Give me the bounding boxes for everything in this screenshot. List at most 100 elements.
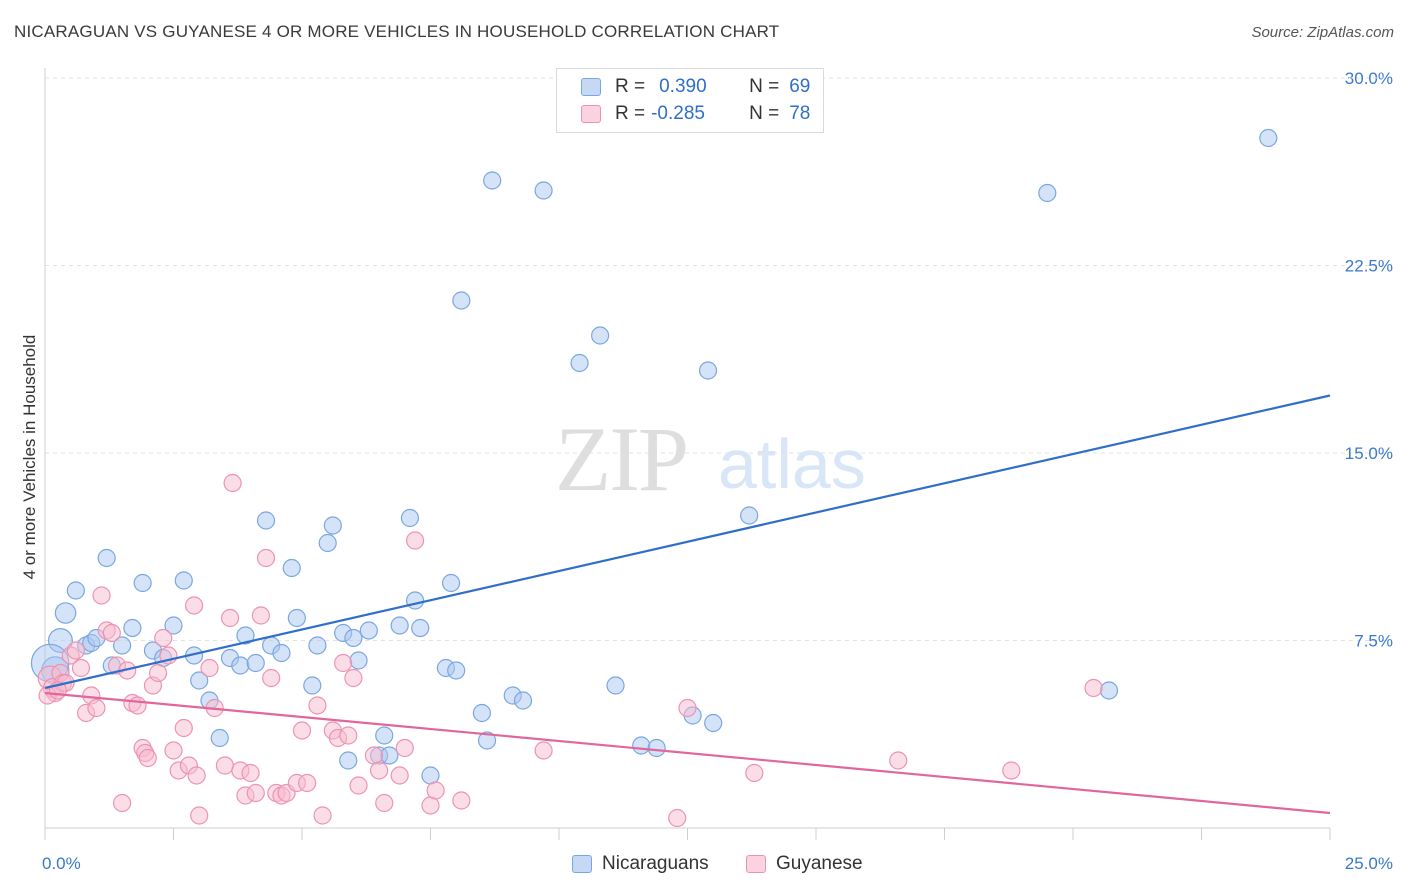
y-tick-label: 7.5% (1354, 632, 1393, 651)
nicaraguan-point (133, 573, 152, 593)
nicaraguan-point (632, 736, 651, 755)
nicaraguan-point (339, 751, 358, 770)
guyanese-point (187, 766, 206, 785)
guyanese-point (246, 783, 265, 803)
nicaraguan-point (97, 548, 116, 568)
nicaraguan-point (287, 608, 306, 628)
guyanese-swatch (746, 855, 766, 873)
nicaraguan-trendline (44, 394, 1331, 690)
nicaraguans-swatch (572, 855, 592, 873)
guyanese-point (292, 721, 312, 740)
nicaraguan-point (282, 558, 301, 578)
guyanese-point (534, 741, 553, 760)
nicaraguan-point (405, 591, 425, 610)
guyanese-point (184, 596, 204, 615)
legend-label: Guyanese (776, 853, 863, 874)
legend-item-guyanese: Guyanese (746, 851, 863, 877)
nicaraguan-point (452, 291, 471, 310)
nicaraguan-point (698, 361, 718, 380)
guyanese-point (223, 473, 242, 493)
nicaraguan-point (308, 636, 327, 655)
guyanese-point (154, 628, 173, 648)
n-value: 69 (789, 76, 811, 97)
nicaraguan-point (441, 573, 461, 593)
watermark-zip: ZIP (555, 408, 687, 510)
nicaraguan-point (256, 511, 276, 530)
nicaraguan-point (123, 618, 142, 638)
nicaraguan-point (112, 636, 132, 655)
guyanese-point (344, 668, 363, 688)
source-label: Source: ZipAtlas.com (1251, 24, 1394, 41)
nicaraguan-point (483, 171, 502, 190)
nicaraguan-point (606, 676, 625, 695)
nicaraguan-point (349, 651, 368, 670)
guyanese-point (66, 641, 85, 660)
guyanese-point (375, 793, 394, 813)
guyanese-point (190, 806, 209, 825)
guyanese-point (251, 606, 270, 625)
guyanese-trendline (44, 691, 1331, 815)
guyanese-point (102, 623, 121, 643)
nicaraguan-point (411, 618, 430, 638)
nicaraguan-point (380, 746, 399, 765)
guyanese-point (92, 586, 111, 605)
nicaraguan-point (1099, 681, 1119, 700)
nicaraguan-point (210, 728, 229, 748)
guyanese-point (405, 531, 425, 550)
nicaraguan-point (472, 703, 491, 723)
nicaraguan-point (591, 326, 610, 345)
guyanese-point (349, 776, 368, 795)
r-label: R = (615, 103, 646, 124)
nicaraguan-point (400, 508, 420, 528)
nicaraguan-point (246, 653, 265, 673)
guyanese-point (745, 763, 764, 783)
nicaraguan-point (164, 616, 183, 635)
guyanese-point (1002, 761, 1021, 780)
nicaraguan-point (1259, 128, 1278, 148)
guyanese-point (215, 756, 234, 775)
guyanese-point (148, 663, 168, 683)
nicaraguan-point (375, 726, 394, 745)
guyanese-point (262, 668, 281, 688)
guyanese-point (308, 696, 327, 715)
nicaraguan-point (359, 621, 378, 640)
guyanese-swatch (581, 105, 601, 123)
watermark-atlas: atlas (718, 425, 866, 503)
x-tick-label: 0.0% (42, 854, 81, 873)
nicaraguan-point (447, 661, 466, 680)
guyanese-point (334, 653, 353, 673)
guyanese-point (71, 658, 91, 678)
legend-row-guyanese: R = -0.285 N = 78 (581, 102, 810, 126)
guyanese-point (112, 793, 132, 813)
nicaraguan-point (303, 676, 322, 695)
nicaraguan-point (190, 671, 209, 690)
guyanese-point (1084, 678, 1103, 698)
nicaraguan-point (272, 643, 291, 663)
nicaraguan-point (323, 516, 342, 535)
legend-item-nicaraguans: Nicaraguans (572, 851, 709, 877)
guyanese-point (298, 773, 317, 793)
guyanese-point (668, 808, 687, 828)
n-label: N = (749, 76, 780, 97)
guyanese-point (256, 548, 276, 568)
nicaraguan-point (390, 616, 409, 635)
guyanese-point (889, 751, 908, 770)
y-tick-label: 15.0% (1345, 444, 1393, 463)
guyanese-point (87, 698, 106, 718)
stats-legend: R = 0.390 N = 69 R = -0.285 N = 78 (556, 68, 824, 133)
nicaraguan-point (231, 656, 250, 675)
n-value: 78 (789, 103, 811, 124)
guyanese-point (313, 806, 332, 825)
nicaraguan-point (534, 181, 553, 200)
nicaraguan-point (174, 571, 193, 590)
nicaraguan-point (647, 738, 666, 758)
nicaraguan-point (704, 713, 723, 733)
r-value: 0.390 (659, 76, 707, 97)
nicaraguan-point (318, 533, 337, 553)
nicaraguan-point (236, 626, 255, 645)
nicaraguan-point (66, 581, 85, 600)
n-label: N = (749, 103, 780, 124)
nicaraguan-point (570, 353, 589, 373)
nicaraguan-point (344, 628, 363, 648)
